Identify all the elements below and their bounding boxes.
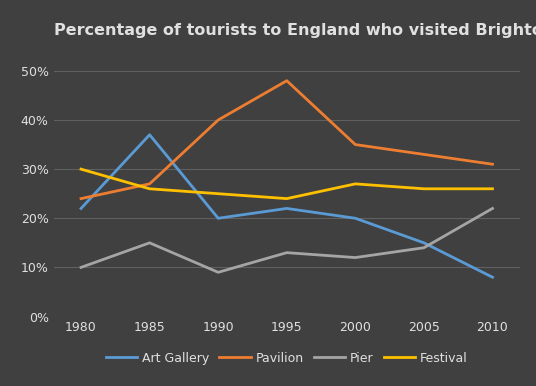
Festival [284, 196, 290, 201]
Pier [489, 206, 496, 211]
Pier [215, 270, 221, 274]
Line: Pier: Pier [81, 208, 493, 272]
Pier [284, 251, 290, 255]
Legend: Art Gallery, Pavilion, Pier, Festival: Art Gallery, Pavilion, Pier, Festival [101, 347, 473, 370]
Pavilion [146, 181, 153, 186]
Pier [146, 240, 153, 245]
Festival [215, 191, 221, 196]
Pier [78, 265, 84, 270]
Pier [352, 255, 359, 260]
Festival [421, 186, 427, 191]
Festival [352, 181, 359, 186]
Line: Festival: Festival [81, 169, 493, 199]
Pavilion [215, 118, 221, 122]
Art Gallery [421, 240, 427, 245]
Pier [421, 245, 427, 250]
Art Gallery [284, 206, 290, 211]
Pavilion [421, 152, 427, 157]
Art Gallery [146, 132, 153, 137]
Pavilion [78, 196, 84, 201]
Festival [489, 186, 496, 191]
Text: Percentage of tourists to England who visited Brighton attractions: Percentage of tourists to England who vi… [54, 23, 536, 38]
Art Gallery [489, 275, 496, 279]
Pavilion [352, 142, 359, 147]
Festival [78, 167, 84, 171]
Pavilion [284, 78, 290, 83]
Art Gallery [352, 216, 359, 220]
Art Gallery [78, 206, 84, 211]
Pavilion [489, 162, 496, 166]
Art Gallery [215, 216, 221, 220]
Festival [146, 186, 153, 191]
Line: Art Gallery: Art Gallery [81, 135, 493, 277]
Line: Pavilion: Pavilion [81, 81, 493, 199]
